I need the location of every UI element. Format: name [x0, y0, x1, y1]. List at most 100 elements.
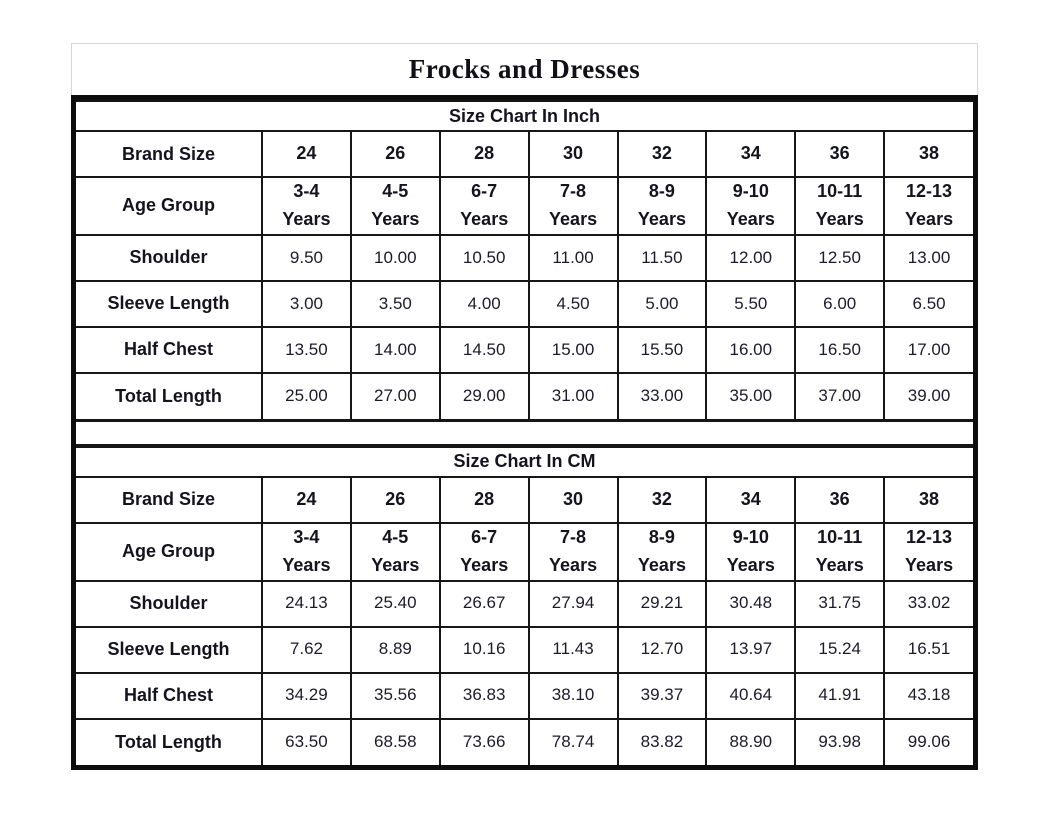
- size-value-cell: 40.64: [705, 671, 797, 720]
- size-value-cell: 14.00: [349, 325, 441, 374]
- spacer-row: [76, 418, 973, 446]
- size-value-cell: 99.06: [883, 717, 973, 765]
- table-row: Total Length 63.50 68.58 73.66 78.74 83.82 88.…: [76, 717, 973, 765]
- size-value-cell: 41.91: [794, 671, 886, 720]
- size-value-cell: 32: [616, 475, 708, 524]
- size-value-cell: 16.00: [705, 325, 797, 374]
- size-value-cell: 43.18: [883, 671, 973, 720]
- size-value-cell: 12-13 Years: [883, 176, 973, 236]
- size-value-cell: 16.51: [883, 625, 973, 674]
- size-value-cell: 8-9 Years: [616, 176, 708, 236]
- size-value-cell: 93.98: [794, 717, 886, 765]
- size-value-cell: 15.00: [527, 325, 619, 374]
- size-value-cell: 27.94: [527, 579, 619, 628]
- size-chart-frame: Size Chart In Inch Brand Size 24 26 28 30 32 34…: [71, 95, 978, 770]
- row-label: Age Group: [76, 176, 263, 236]
- size-value-cell: 13.00: [883, 233, 973, 282]
- size-chart-sheet: Frocks and Dresses Size Chart In Inch Bra…: [71, 43, 978, 770]
- size-value-cell: 4-5 Years: [349, 176, 441, 236]
- size-value-cell: 6.50: [883, 279, 973, 328]
- size-value-cell: 38.10: [527, 671, 619, 720]
- size-value-cell: 28: [438, 130, 530, 178]
- size-value-cell: 12.00: [705, 233, 797, 282]
- table-row: Half Chest 34.29 35.56 36.83 38.10 39.37 40.64…: [76, 671, 973, 720]
- section-header-row: Size Chart In Inch: [76, 100, 973, 132]
- table-row: Shoulder 24.13 25.40 26.67 27.94 29.21 30.48 31…: [76, 579, 973, 628]
- size-value-cell: 29.21: [616, 579, 708, 628]
- size-value-cell: 26.67: [438, 579, 530, 628]
- section-title: Size Chart In Inch: [76, 100, 973, 132]
- page-title-box: Frocks and Dresses: [71, 43, 978, 95]
- size-value-cell: 31.00: [527, 371, 619, 419]
- size-value-cell: 24.13: [261, 579, 352, 628]
- size-value-cell: 25.00: [261, 371, 352, 419]
- size-value-cell: 37.00: [794, 371, 886, 419]
- section-title: Size Chart In CM: [76, 445, 973, 478]
- size-value-cell: 16.50: [794, 325, 886, 374]
- size-value-cell: 5.00: [616, 279, 708, 328]
- size-value-cell: 26: [349, 130, 441, 178]
- size-value-cell: 28: [438, 475, 530, 524]
- page-title: Frocks and Dresses: [408, 54, 641, 84]
- size-value-cell: 83.82: [616, 717, 708, 765]
- size-value-cell: 34: [705, 130, 797, 178]
- size-value-cell: 12.50: [794, 233, 886, 282]
- table-row: Total Length 25.00 27.00 29.00 31.00 33.00 35.…: [76, 371, 973, 419]
- size-value-cell: 38: [883, 475, 973, 524]
- table-row: Brand Size 24 26 28 30 32 34 36 38: [76, 130, 973, 178]
- size-value-cell: 8.89: [349, 625, 441, 674]
- size-value-cell: 29.00: [438, 371, 530, 419]
- size-value-cell: 36.83: [438, 671, 530, 720]
- size-value-cell: 10.16: [438, 625, 530, 674]
- table-row: Age Group 3-4 Years 4-5 Years 6-7 Years 7-8 …: [76, 176, 973, 236]
- size-value-cell: 63.50: [261, 717, 352, 765]
- size-value-cell: 10.50: [438, 233, 530, 282]
- size-value-cell: 3-4 Years: [261, 521, 352, 582]
- table-row: Age Group 3-4 Years 4-5 Years 6-7 Years 7-8 …: [76, 521, 973, 582]
- size-chart-table-inch: Size Chart In Inch Brand Size 24 26 28 30 32 34…: [76, 100, 973, 419]
- size-value-cell: 33.00: [616, 371, 708, 419]
- size-value-cell: 39.37: [616, 671, 708, 720]
- table-row: Half Chest 13.50 14.00 14.50 15.00 15.50 16.00…: [76, 325, 973, 374]
- size-value-cell: 6-7 Years: [438, 176, 530, 236]
- row-label: Sleeve Length: [76, 625, 263, 674]
- size-value-cell: 4-5 Years: [349, 521, 441, 582]
- size-value-cell: 36: [794, 475, 886, 524]
- size-value-cell: 12-13 Years: [883, 521, 973, 582]
- size-value-cell: 27.00: [349, 371, 441, 419]
- size-value-cell: 13.50: [261, 325, 352, 374]
- size-value-cell: 25.40: [349, 579, 441, 628]
- table-row: Sleeve Length 3.00 3.50 4.00 4.50 5.00 5.50 6.0…: [76, 279, 973, 328]
- size-value-cell: 34: [705, 475, 797, 524]
- row-label: Sleeve Length: [76, 279, 263, 328]
- size-value-cell: 73.66: [438, 717, 530, 765]
- size-value-cell: 32: [616, 130, 708, 178]
- size-value-cell: 6.00: [794, 279, 886, 328]
- row-label: Brand Size: [76, 130, 263, 178]
- size-value-cell: 11.00: [527, 233, 619, 282]
- size-value-cell: 9.50: [261, 233, 352, 282]
- size-value-cell: 17.00: [883, 325, 973, 374]
- size-value-cell: 9-10 Years: [705, 521, 797, 582]
- size-value-cell: 34.29: [261, 671, 352, 720]
- table-row: Shoulder 9.50 10.00 10.50 11.00 11.50 12.00 12.…: [76, 233, 973, 282]
- row-label: Half Chest: [76, 325, 263, 374]
- size-value-cell: 13.97: [705, 625, 797, 674]
- size-value-cell: 9-10 Years: [705, 176, 797, 236]
- size-value-cell: 11.50: [616, 233, 708, 282]
- size-value-cell: 68.58: [349, 717, 441, 765]
- size-value-cell: 78.74: [527, 717, 619, 765]
- size-value-cell: 26: [349, 475, 441, 524]
- size-value-cell: 6-7 Years: [438, 521, 530, 582]
- row-label: Total Length: [76, 717, 263, 765]
- size-value-cell: 3.50: [349, 279, 441, 328]
- size-value-cell: 30: [527, 475, 619, 524]
- size-value-cell: 15.50: [616, 325, 708, 374]
- size-value-cell: 10-11 Years: [794, 521, 886, 582]
- size-value-cell: 7.62: [261, 625, 352, 674]
- size-value-cell: 5.50: [705, 279, 797, 328]
- table-row: Sleeve Length 7.62 8.89 10.16 11.43 12.70 13.9…: [76, 625, 973, 674]
- section-header-row: Size Chart In CM: [76, 445, 973, 478]
- size-value-cell: 12.70: [616, 625, 708, 674]
- size-value-cell: 3.00: [261, 279, 352, 328]
